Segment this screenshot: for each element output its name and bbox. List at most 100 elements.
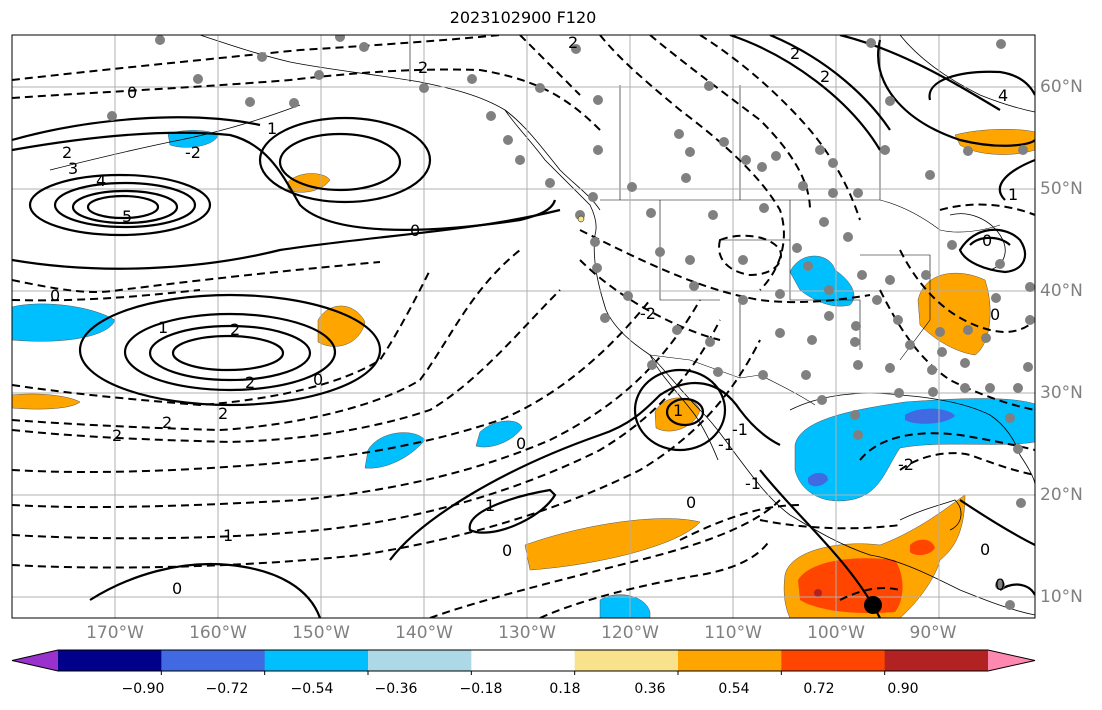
state-line-2 [720, 239, 861, 350]
colorbar [11, 649, 1036, 675]
shade-royal-gulf [905, 408, 955, 424]
lat-label: 30°N [1040, 383, 1083, 403]
colorbar-segment [58, 650, 162, 671]
contour-label: 0 [50, 286, 60, 305]
lon-label: 140°W [395, 623, 453, 643]
coast-gulf [789, 392, 1035, 486]
contour-label: 2 [568, 33, 578, 52]
contour-label: 0 [172, 579, 182, 598]
lon-label: 120°W [601, 623, 659, 643]
contour-label: 4 [96, 171, 106, 190]
contour-label: 1 [485, 496, 495, 515]
shade-royal-small [808, 472, 828, 487]
colorbar-extend-low [12, 650, 58, 671]
contour-label: -2 [640, 304, 656, 323]
contour-label: 0 [990, 305, 1000, 324]
border-us-mexico [649, 354, 816, 406]
negative-contours [12, 35, 1035, 618]
contour-label: 2 [62, 143, 72, 162]
contour-label: -1 [718, 435, 734, 454]
contour-label: -2 [185, 143, 201, 162]
shade-orange-west [12, 393, 81, 410]
coast-bc [504, 109, 597, 236]
contour-label: 1 [1008, 185, 1018, 204]
contour-label: 2 [112, 426, 122, 445]
contour-label: 4 [998, 86, 1008, 105]
station-markers [107, 35, 1035, 610]
colorbar-segment [678, 650, 782, 671]
lon-label: 160°W [189, 623, 247, 643]
contour-label: 0 [995, 575, 1005, 594]
contour-label: 2 [790, 44, 800, 63]
shade-red-small [910, 539, 935, 556]
colorbar-segment [884, 650, 989, 671]
contour-labels: 0 2 2 1 2 3 4 5 0 0 1 2 2 0 2 2 -2 1 0 0… [50, 33, 1018, 598]
contour-label: -2 [898, 455, 914, 474]
coast-aleutians [49, 104, 301, 171]
shade-orange-canada [954, 129, 1035, 155]
shade-orange-center [317, 305, 366, 347]
lat-label: 20°N [1040, 485, 1083, 505]
contour-label: 1 [223, 526, 233, 545]
colorbar-extend-high [988, 650, 1035, 671]
colorbar-tick-label: 0.36 [634, 681, 666, 697]
contour-label: 1 [267, 119, 277, 138]
colorbar-outline [11, 649, 1036, 672]
colorbar-segment [781, 650, 886, 671]
positive-contours [12, 35, 1035, 618]
contour-label: 0 [410, 221, 420, 240]
colorbar-tick-label: 0.72 [803, 681, 835, 697]
contour-label: 2 [245, 373, 255, 392]
contour-label: 0 [982, 231, 992, 250]
colorbar-tick-label: −0.18 [459, 681, 503, 697]
colorbar-tick-label: 0.90 [887, 681, 919, 697]
lon-label: 110°W [704, 623, 762, 643]
contour-label: 5 [122, 207, 132, 226]
small-yellow-marker [577, 215, 585, 223]
colorbar-segment [264, 650, 369, 671]
contour-label: -1 [745, 474, 761, 493]
contour-label: 1 [158, 318, 168, 337]
colorbar-segment [471, 650, 576, 671]
contour-label: 0 [686, 493, 696, 512]
state-line-5 [860, 254, 931, 361]
contour-label: 1 [673, 401, 683, 420]
map-title: 2023102900 F120 [449, 8, 597, 27]
contour-label: 0 [980, 540, 990, 559]
colorbar-segment [574, 650, 679, 671]
colorbar-tick-label: −0.54 [290, 681, 334, 697]
coast-yucatan [899, 499, 962, 531]
lon-label: 90°W [909, 623, 957, 643]
contour-label: 2 [230, 320, 240, 339]
lon-label: 170°W [86, 623, 144, 643]
shade-blue-mid1 [364, 432, 426, 469]
lon-label: 150°W [292, 623, 350, 643]
contour-label: 3 [68, 159, 78, 178]
storm-center-marker [864, 596, 882, 614]
coast-baja [649, 354, 719, 461]
shade-blue-mid2 [475, 420, 523, 448]
shade-orange-tropics [524, 518, 701, 571]
contour-label: 0 [502, 541, 512, 560]
contour-label: 2 [820, 67, 830, 86]
contour-label: -1 [732, 420, 748, 439]
contour-label: 0 [127, 83, 137, 102]
colorbar-segment [161, 650, 266, 671]
lat-label: 10°N [1040, 587, 1083, 607]
contour-label: 0 [313, 370, 323, 389]
lat-label: 60°N [1040, 77, 1083, 97]
lat-label: 40°N [1040, 281, 1083, 301]
lon-label: 100°W [807, 623, 865, 643]
colorbar-tick-label: 0.18 [549, 681, 581, 697]
colorbar-tick-label: 0.54 [718, 681, 750, 697]
colorbar-tick-label: −0.72 [205, 681, 249, 697]
contour-label: 2 [162, 413, 172, 432]
colorbar-tick-label: −0.36 [374, 681, 418, 697]
colorbar-segment [368, 650, 472, 671]
contour-label: 2 [218, 404, 228, 423]
coast-hudson [899, 35, 1035, 113]
lon-label: 130°W [498, 623, 556, 643]
shade-blue-gulf-mexico [794, 398, 1035, 502]
map-frame [11, 34, 1036, 619]
